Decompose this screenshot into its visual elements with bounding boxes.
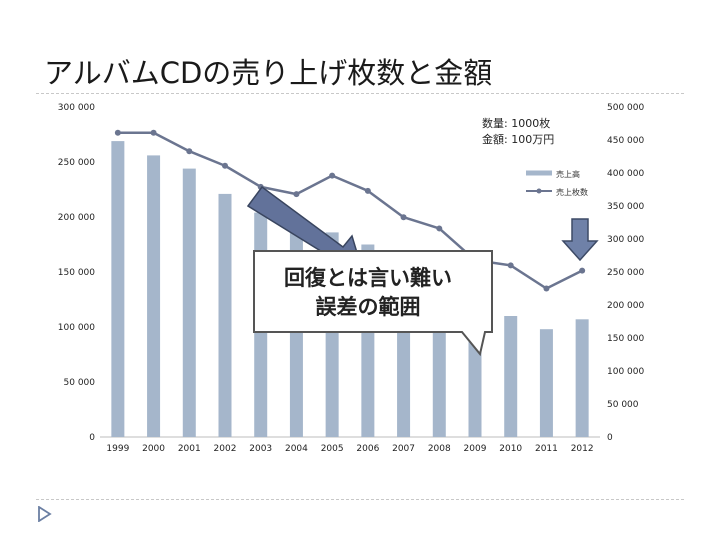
x-tick-label: 2007	[392, 444, 415, 454]
right-tick-label: 350 000	[607, 202, 644, 212]
line-series	[114, 129, 586, 292]
line-point	[507, 262, 514, 269]
legend-line-marker	[536, 188, 542, 194]
x-tick-label: 2001	[178, 444, 201, 454]
right-tick-label: 450 000	[607, 136, 644, 146]
line-point	[364, 187, 371, 194]
line-point	[436, 225, 443, 232]
line-point	[114, 129, 121, 136]
right-tick-label: 400 000	[607, 169, 644, 179]
right-tick-label: 200 000	[607, 301, 644, 311]
right-axis: 0 50 000 100 000 150 000 200 000 250 000 300 0…	[607, 103, 644, 443]
right-tick-label: 250 000	[607, 268, 644, 278]
x-tick-label: 1999	[106, 444, 129, 454]
left-axis: 0 50 000 100 000 150 000 200 000 250 000 300 0…	[58, 103, 95, 443]
x-tick-label: 2008	[428, 444, 451, 454]
left-tick-label: 0	[89, 433, 95, 443]
x-tick-label: 2005	[321, 444, 344, 454]
right-tick-label: 50 000	[607, 400, 639, 410]
left-tick-label: 150 000	[58, 268, 95, 278]
right-tick-label: 150 000	[607, 334, 644, 344]
page-title: アルバムCDの売り上げ枚数と金額	[44, 56, 493, 90]
legend-line-label: 売上枚数	[556, 187, 588, 197]
bar	[575, 319, 589, 437]
title-divider	[36, 93, 684, 94]
legend: 売上高 売上枚数	[526, 169, 588, 197]
x-tick-label: 2009	[464, 444, 487, 454]
callout-line-1: 回復とは言い難い	[284, 266, 452, 290]
right-tick-label: 500 000	[607, 103, 644, 113]
x-tick-label: 2002	[214, 444, 237, 454]
bar	[218, 193, 232, 437]
callout-box	[253, 250, 493, 357]
bar	[147, 155, 161, 437]
down-arrow-icon	[561, 218, 599, 262]
legend-bar-label: 売上高	[556, 169, 580, 179]
x-axis-labels: 1999 2000 2001 2002 2003 2004 2005 2006 2007 2008…	[106, 444, 593, 454]
slide-bullet-icon	[38, 506, 52, 522]
right-tick-label: 100 000	[607, 367, 644, 377]
left-tick-label: 50 000	[64, 378, 96, 388]
footer-divider	[36, 499, 684, 500]
quantity-unit-note: 数量: 1000枚	[482, 117, 551, 130]
left-tick-label: 300 000	[58, 103, 95, 113]
bar	[182, 168, 196, 437]
left-tick-label: 200 000	[58, 213, 95, 223]
line-point	[293, 191, 300, 198]
callout-text: 回復とは言い難い 誤差の範囲	[258, 264, 478, 322]
line-point	[543, 285, 550, 292]
line-point	[329, 172, 336, 179]
callout-line-2: 誤差の範囲	[315, 295, 421, 319]
line-point	[150, 129, 157, 136]
right-tick-label: 0	[607, 433, 613, 443]
left-tick-label: 100 000	[58, 323, 95, 333]
bar	[539, 329, 553, 437]
line-point	[400, 214, 407, 221]
x-tick-label: 2004	[285, 444, 308, 454]
x-tick-label: 2010	[499, 444, 522, 454]
x-tick-label: 2000	[142, 444, 165, 454]
line-point	[222, 162, 228, 169]
x-tick-label: 2011	[535, 444, 558, 454]
series-line	[117, 131, 583, 290]
bar	[504, 316, 518, 437]
x-tick-label: 2003	[249, 444, 272, 454]
left-tick-label: 250 000	[58, 158, 95, 168]
x-tick-label: 2006	[356, 444, 379, 454]
line-point	[579, 267, 586, 274]
right-tick-label: 300 000	[607, 235, 644, 245]
bar	[111, 141, 125, 437]
amount-unit-note: 金額: 100万円	[482, 133, 555, 146]
line-point	[186, 148, 193, 155]
x-tick-label: 2012	[571, 444, 594, 454]
